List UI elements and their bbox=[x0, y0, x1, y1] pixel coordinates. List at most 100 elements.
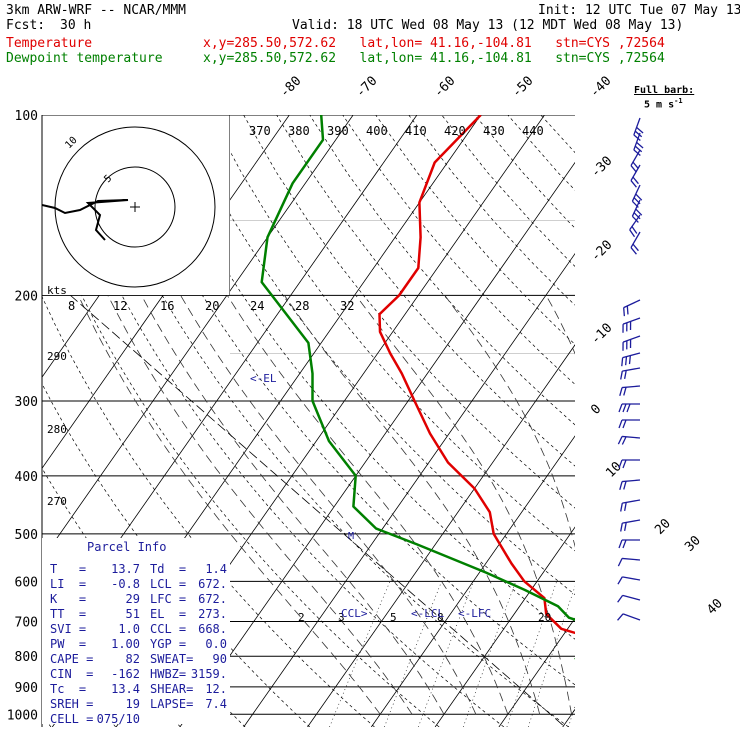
wet-bulb-label: 32 bbox=[340, 299, 354, 313]
wind-barb-flag bbox=[617, 436, 623, 445]
wind-barb-staff bbox=[623, 299, 641, 309]
wind-barb bbox=[617, 594, 641, 603]
lfc-marker: <-LFC bbox=[458, 607, 492, 620]
wind-barb-staff bbox=[633, 132, 641, 151]
dry-adiabat bbox=[342, 115, 575, 385]
wind-barb bbox=[631, 199, 643, 223]
wind-barb-staff bbox=[622, 479, 641, 483]
isotherm bbox=[498, 617, 575, 727]
wind-barb-flag bbox=[626, 403, 631, 413]
wind-barb-flag bbox=[617, 613, 624, 621]
wind-barb-flag bbox=[617, 594, 624, 603]
dry-adiabat bbox=[507, 115, 575, 191]
wind-barb bbox=[630, 164, 641, 188]
wind-barb-flag bbox=[618, 539, 623, 549]
wind-barb-flag bbox=[634, 145, 643, 153]
parcel-info-row: CELL = 075/10 bbox=[50, 712, 228, 726]
parcel-label: HWBZ= bbox=[150, 667, 187, 681]
isotherm bbox=[434, 526, 575, 727]
wind-barb-staff bbox=[631, 199, 641, 217]
wind-barb-flag bbox=[624, 370, 627, 379]
dry-adiabat bbox=[42, 202, 440, 727]
theta-label: 390 bbox=[327, 124, 349, 138]
parcel-label: LCL = bbox=[150, 577, 187, 591]
dry-adiabat bbox=[276, 115, 575, 467]
parcel-label: CAPE = bbox=[50, 652, 94, 666]
wind-barb-flag bbox=[620, 503, 623, 512]
moist-adiabat bbox=[107, 295, 413, 715]
moist-adiabat bbox=[639, 295, 667, 714]
parcel-label: K = bbox=[50, 592, 87, 606]
wet-bulb-label: 8 bbox=[68, 299, 75, 313]
parcel-info-row: SVI = 1.0 CCL = 668. bbox=[50, 622, 228, 636]
wind-barb-flag bbox=[619, 481, 623, 490]
wind-barb-flag bbox=[636, 126, 644, 134]
series-line-temperature bbox=[378, 115, 575, 635]
wind-barb-staff bbox=[630, 149, 641, 166]
wind-barb-flag bbox=[632, 161, 639, 170]
mixing-ratio-line bbox=[384, 581, 442, 727]
wind-barb-flag bbox=[618, 419, 623, 429]
wind-barb-staff bbox=[629, 214, 641, 231]
dry-adiabat bbox=[210, 115, 575, 552]
mixing-ratio-line bbox=[463, 581, 517, 727]
model-title: 3km ARW-WRF -- NCAR/MMM bbox=[6, 3, 187, 18]
parcel-value: 29 bbox=[125, 592, 140, 606]
temperature-tick-label: 0 bbox=[588, 402, 604, 418]
mixing-ratio-label: 2 bbox=[298, 611, 305, 624]
dry-adiabat bbox=[78, 115, 569, 727]
moist-adiabat bbox=[699, 295, 712, 714]
dry-adiabat bbox=[573, 115, 575, 117]
wind-barb-flag bbox=[630, 180, 637, 188]
mixing-ratio-line bbox=[506, 581, 557, 727]
wind-barb-flag bbox=[618, 403, 623, 413]
dry-adiabat bbox=[243, 115, 575, 509]
wind-barb-flag bbox=[622, 419, 627, 429]
mixing-ratio-line bbox=[329, 581, 391, 727]
temperature-tick-label: -40 bbox=[587, 74, 614, 101]
wind-barb-flag bbox=[619, 387, 623, 396]
wind-barb-staff bbox=[622, 335, 641, 343]
temperature-tick-label: -30 bbox=[588, 154, 615, 181]
wind-barb-staff bbox=[622, 317, 641, 325]
mixing-ratio-line bbox=[598, 581, 642, 727]
wind-barb bbox=[629, 214, 641, 238]
m-marker: M bbox=[348, 531, 355, 542]
dry-adiabat bbox=[375, 115, 575, 345]
wind-barb-flag bbox=[621, 436, 627, 445]
wind-barb bbox=[633, 132, 644, 156]
mixing-ratio-line bbox=[528, 585, 575, 727]
parcel-info-box: Parcel Info T = 13.7 Td = 1.4 LI = -0.8 LCL = 6… bbox=[42, 538, 230, 726]
wind-barb-staff bbox=[622, 519, 641, 524]
parcel-label: SWEAT= bbox=[150, 652, 194, 666]
valid-time: Valid: 18 UTC Wed 08 May 13 (12 MDT Wed … bbox=[292, 18, 684, 33]
parcel-value: 19 bbox=[125, 697, 140, 711]
el-marker: <-EL bbox=[250, 372, 277, 385]
forecast-hours: 30 h bbox=[60, 18, 92, 33]
hodograph-units: kts bbox=[47, 284, 67, 297]
dry-adiabat bbox=[42, 383, 311, 727]
theta-left-label: 270 bbox=[47, 495, 67, 508]
wind-barb-staff bbox=[622, 385, 641, 389]
theta-label: 440 bbox=[522, 124, 544, 138]
isotherm bbox=[307, 344, 575, 727]
wind-barb-flag bbox=[635, 193, 643, 201]
pressure-tick-label: 400 bbox=[15, 470, 38, 485]
parcel-label: TT = bbox=[50, 607, 87, 621]
wet-bulb-label: 20 bbox=[205, 299, 219, 313]
parcel-info-row: SREH = 19 LAPSE= 7.4 bbox=[50, 697, 228, 711]
moist-adiabat bbox=[284, 295, 541, 715]
parcel-value: 3159. bbox=[190, 667, 227, 681]
parcel-label: LI = bbox=[50, 577, 87, 591]
legend-dewpoint-location: x,y=285.50,572.62 lat,lon= 41.16,-104.81… bbox=[203, 51, 665, 66]
parcel-label: SHEAR= bbox=[150, 682, 194, 696]
wind-barb bbox=[630, 231, 641, 255]
parcel-value: 1.4 bbox=[205, 562, 227, 576]
isotherm bbox=[370, 435, 575, 727]
theta-label: 410 bbox=[405, 124, 427, 138]
dry-adiabat bbox=[309, 115, 575, 426]
temperature-tick-label: -80 bbox=[277, 74, 304, 101]
parcel-value: 672. bbox=[198, 592, 227, 606]
dry-adiabat bbox=[111, 115, 575, 686]
barb-key-line1: Full barb: bbox=[634, 85, 695, 96]
